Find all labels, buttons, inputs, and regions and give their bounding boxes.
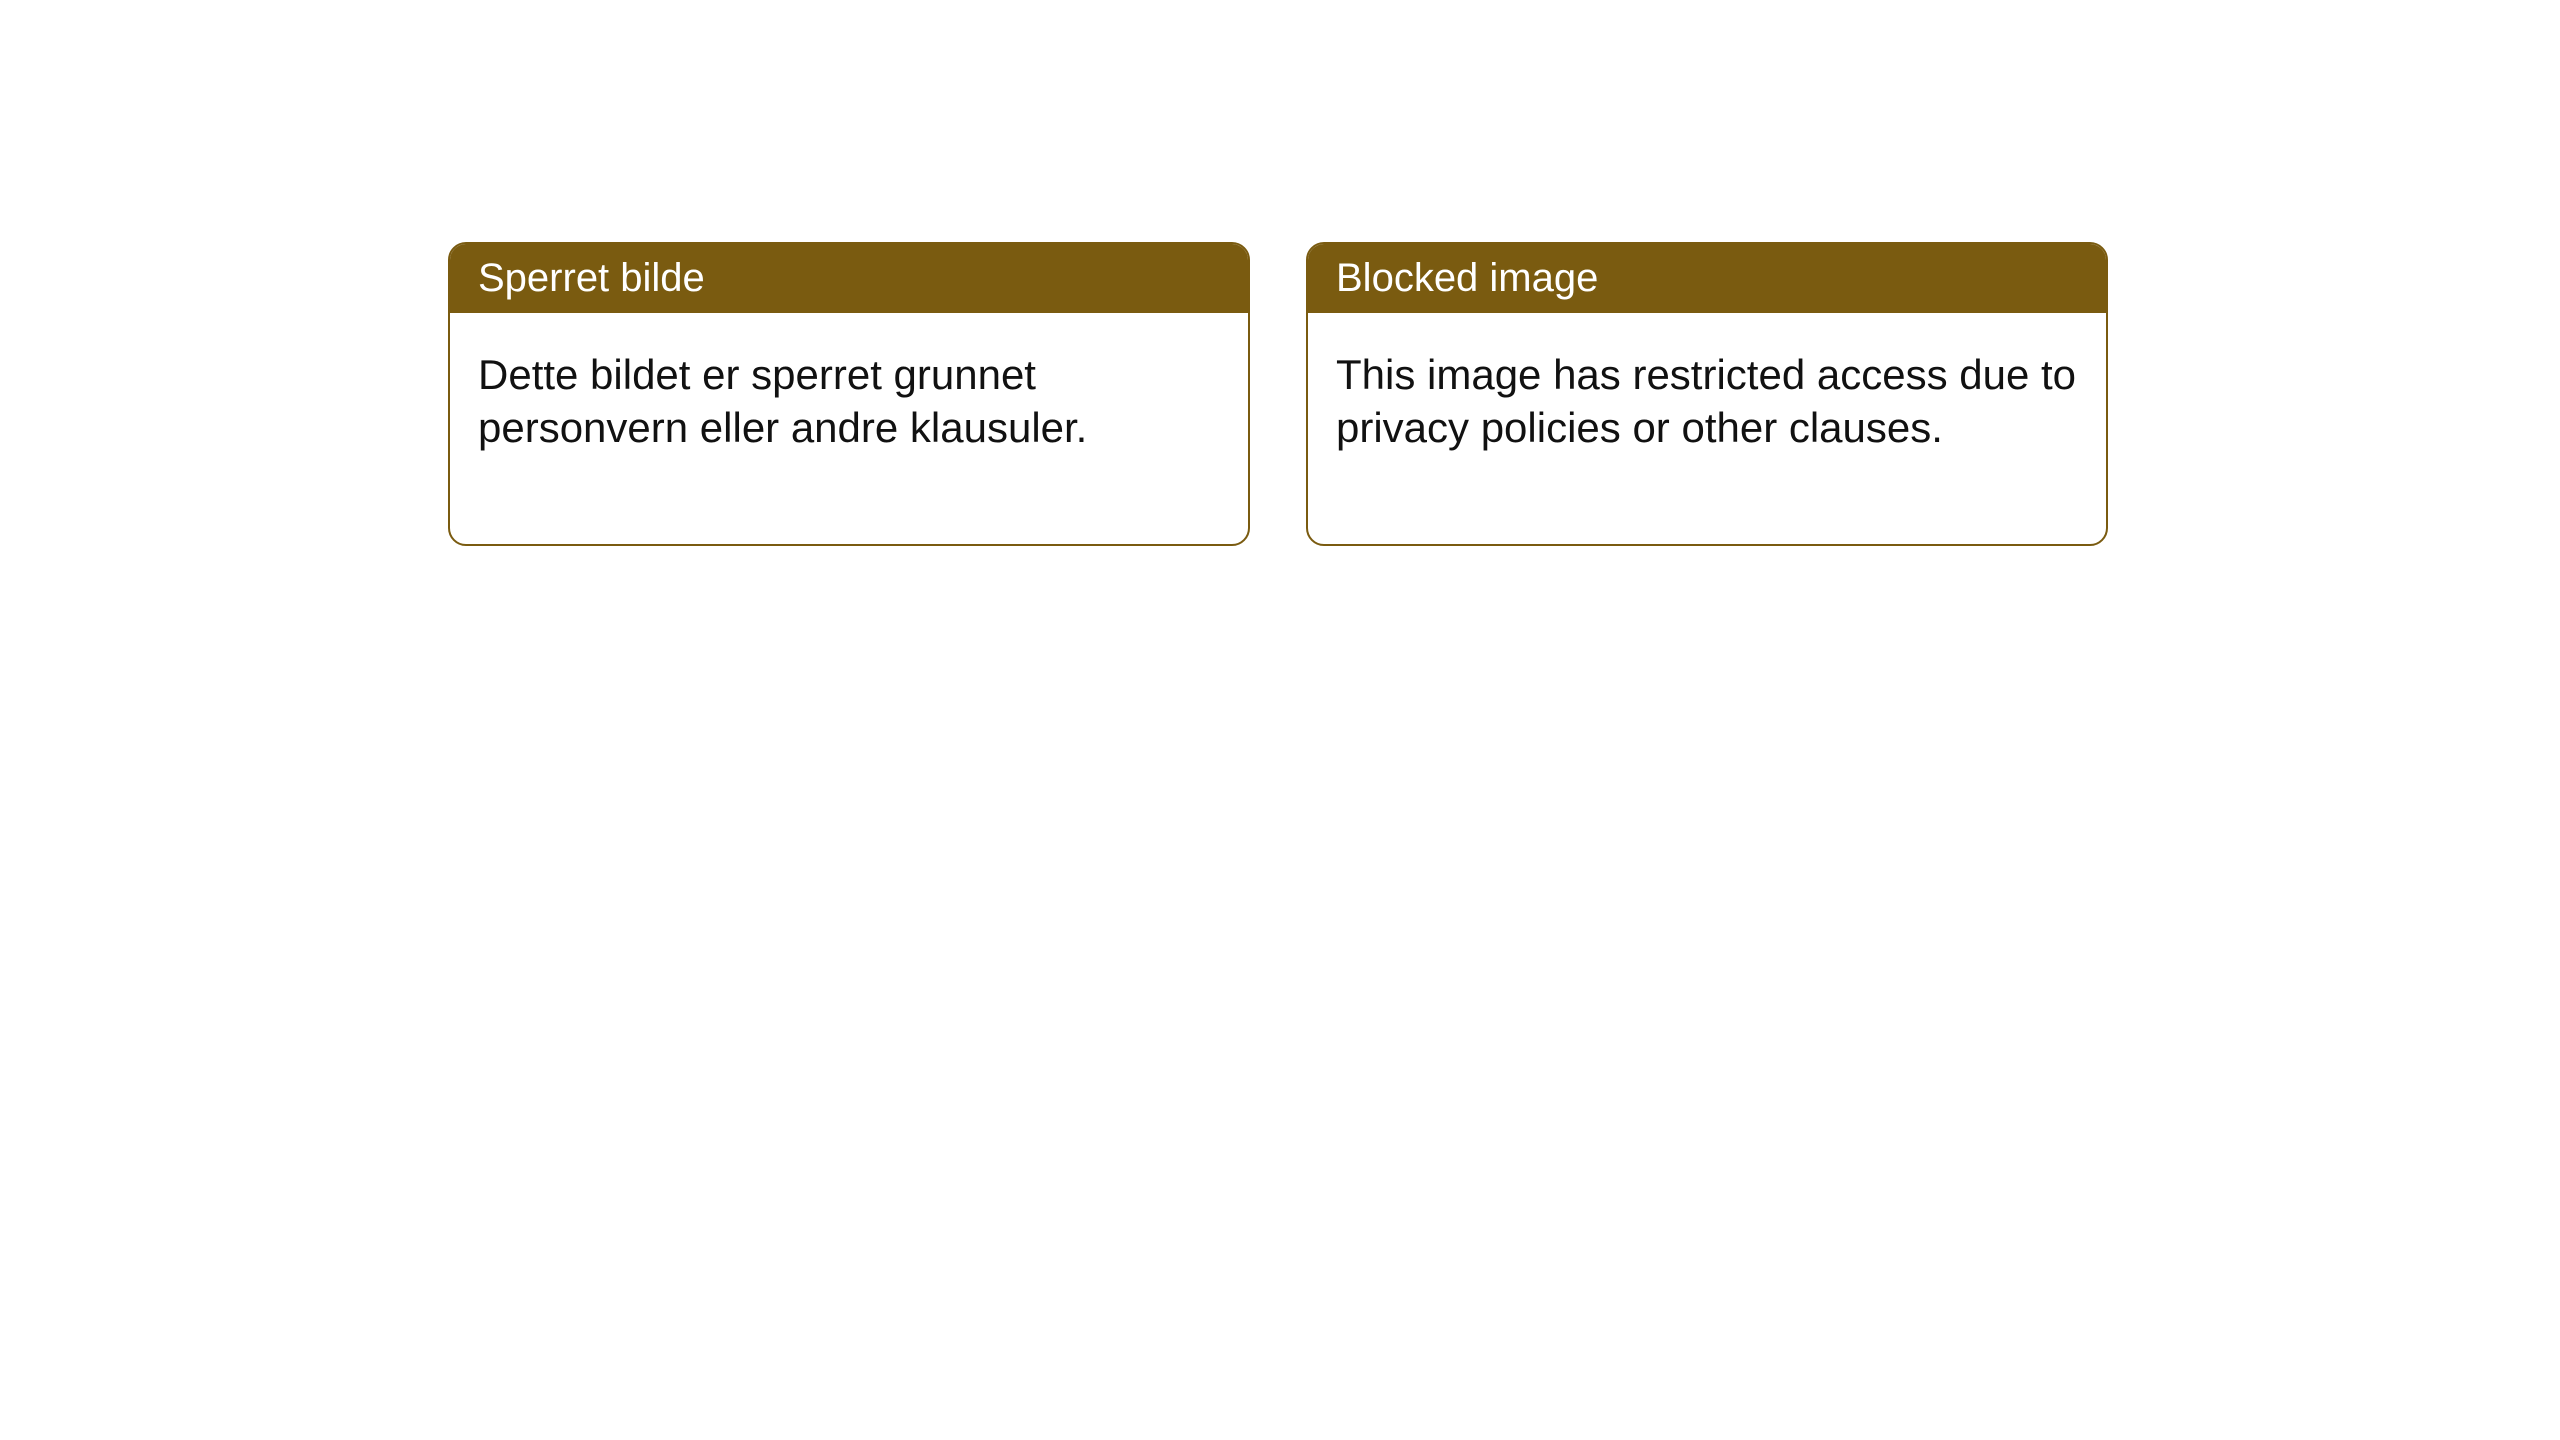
- card-body: Dette bildet er sperret grunnet personve…: [450, 313, 1248, 544]
- blocked-image-card-en: Blocked image This image has restricted …: [1306, 242, 2108, 546]
- card-body: This image has restricted access due to …: [1308, 313, 2106, 544]
- card-header: Sperret bilde: [450, 244, 1248, 313]
- blocked-image-card-no: Sperret bilde Dette bildet er sperret gr…: [448, 242, 1250, 546]
- notice-cards-container: Sperret bilde Dette bildet er sperret gr…: [448, 242, 2108, 546]
- card-header: Blocked image: [1308, 244, 2106, 313]
